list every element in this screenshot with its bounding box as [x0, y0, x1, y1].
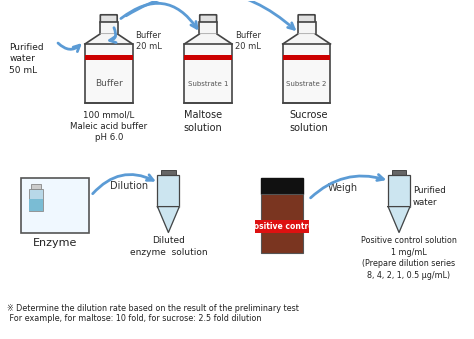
Bar: [388, 175, 410, 206]
FancyArrowPatch shape: [109, 28, 116, 43]
Text: Substrate 1: Substrate 1: [188, 81, 228, 87]
Polygon shape: [283, 34, 330, 44]
Text: Diluted
enzyme  solution: Diluted enzyme solution: [129, 236, 207, 257]
Text: Buffer
20 mL: Buffer 20 mL: [235, 31, 261, 51]
Text: Sucrose
solution: Sucrose solution: [289, 111, 328, 133]
Bar: [184, 44, 232, 103]
Bar: [298, 22, 316, 34]
Bar: [392, 170, 406, 175]
FancyArrowPatch shape: [310, 175, 383, 198]
Text: Buffer
20 mL: Buffer 20 mL: [136, 31, 162, 51]
Bar: [261, 178, 302, 194]
Text: Weigh: Weigh: [328, 183, 357, 193]
FancyBboxPatch shape: [100, 15, 117, 23]
Text: Purified
water
50 mL: Purified water 50 mL: [9, 43, 44, 75]
Bar: [85, 55, 133, 60]
Bar: [261, 194, 302, 253]
Bar: [100, 22, 118, 34]
Bar: [31, 184, 41, 189]
Text: Substrate 2: Substrate 2: [286, 81, 327, 87]
FancyArrowPatch shape: [58, 43, 80, 52]
Bar: [85, 44, 133, 103]
FancyArrowPatch shape: [121, 3, 197, 28]
Bar: [161, 170, 175, 175]
Text: Purified
water: Purified water: [413, 186, 446, 207]
Text: Buffer: Buffer: [95, 79, 123, 88]
Text: Maltose
solution: Maltose solution: [184, 111, 223, 133]
Bar: [29, 199, 43, 211]
Text: For example, for maltose: 10 fold, for sucrose: 2.5 fold dilution: For example, for maltose: 10 fold, for s…: [8, 314, 262, 323]
FancyBboxPatch shape: [21, 178, 89, 234]
Bar: [157, 175, 179, 206]
Bar: [199, 22, 217, 34]
FancyArrowPatch shape: [93, 175, 153, 194]
Text: Dilution: Dilution: [109, 181, 148, 191]
FancyBboxPatch shape: [200, 15, 217, 23]
Bar: [283, 55, 330, 60]
Polygon shape: [388, 206, 410, 233]
Bar: [29, 189, 43, 211]
FancyBboxPatch shape: [298, 15, 315, 23]
Text: Positive control: Positive control: [247, 222, 316, 231]
Polygon shape: [157, 206, 179, 233]
Polygon shape: [85, 34, 133, 44]
Bar: [283, 44, 330, 103]
FancyArrowPatch shape: [126, 0, 294, 29]
Polygon shape: [184, 34, 232, 44]
Text: Enzyme: Enzyme: [33, 238, 77, 248]
Text: 100 mmol/L
Maleic acid buffer
pH 6.0: 100 mmol/L Maleic acid buffer pH 6.0: [70, 111, 147, 142]
Bar: [255, 220, 309, 234]
Text: ※ Determine the dilution rate based on the result of the preliminary test: ※ Determine the dilution rate based on t…: [8, 304, 299, 313]
Bar: [184, 55, 232, 60]
Text: Positive control solution
1 mg/mL
(Prepare dilution series
8, 4, 2, 1, 0.5 μg/mL: Positive control solution 1 mg/mL (Prepa…: [361, 236, 457, 280]
